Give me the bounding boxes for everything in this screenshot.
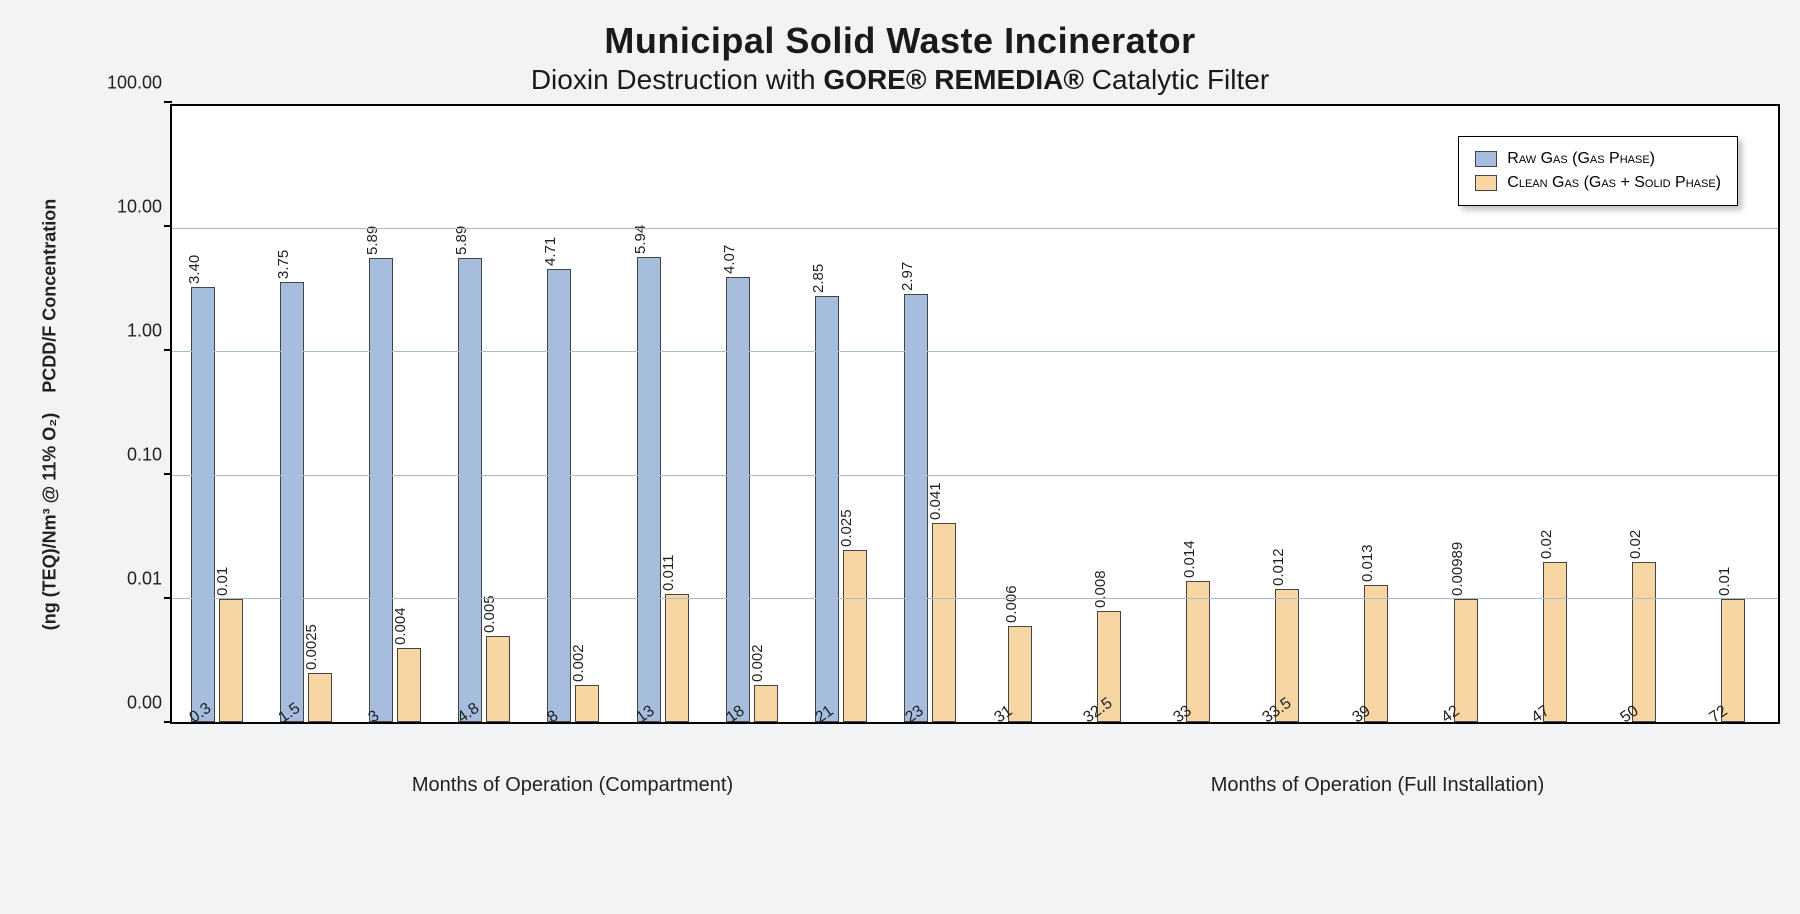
- bar-value-label: 0.01: [214, 567, 231, 600]
- chart-title: Municipal Solid Waste Incinerator: [20, 20, 1780, 62]
- bar-group: 3.40 0.01: [172, 106, 261, 722]
- subtitle-bold: GORE® REMEDIA®: [823, 64, 1084, 95]
- legend-swatch-raw: [1475, 151, 1497, 167]
- bar-value-label: 2.97: [899, 262, 916, 295]
- chart-subtitle: Dioxin Destruction with GORE® REMEDIA® C…: [20, 64, 1780, 96]
- bar-group: 0.014: [1153, 106, 1242, 722]
- plot-area: Raw Gas (Gas Phase) Clean Gas (Gas + Sol…: [170, 104, 1780, 724]
- legend: Raw Gas (Gas Phase) Clean Gas (Gas + Sol…: [1458, 136, 1738, 206]
- legend-item-clean: Clean Gas (Gas + Solid Phase): [1475, 171, 1721, 195]
- bar-value-label: 0.041: [927, 483, 944, 525]
- bar-value-label: 0.005: [481, 595, 498, 637]
- bar-raw: 5.94: [637, 257, 661, 722]
- bar-raw: 3.75: [280, 282, 304, 722]
- y-axis-label: (ng (TEQ)/Nm³ @ 11% O₂) PCDD/F Concentra…: [20, 104, 80, 724]
- bar-group: 2.970.041: [886, 106, 975, 722]
- bar-group: 5.890.005: [440, 106, 529, 722]
- bar-value-label: 0.02: [1627, 530, 1644, 563]
- bar-raw: 4.07: [726, 277, 750, 722]
- gridline: [172, 475, 1778, 476]
- y-axis-ticks: 0.000.010.101.0010.00100.00: [80, 104, 170, 724]
- bar-value-label: 5.94: [632, 225, 649, 258]
- bar-group: 0.006: [975, 106, 1064, 722]
- bar-value-label: 4.71: [542, 237, 559, 270]
- gridline: [172, 228, 1778, 229]
- y-tick-label: 0.10: [127, 445, 162, 466]
- bar-group: 0.008: [1064, 106, 1153, 722]
- bar-group: 5.940.011: [618, 106, 707, 722]
- bar-value-label: 5.89: [453, 225, 470, 258]
- legend-label-raw: Raw Gas (Gas Phase): [1507, 150, 1655, 168]
- bar-value-label: 0.002: [570, 644, 587, 686]
- bar-group: 0.013: [1332, 106, 1421, 722]
- legend-swatch-clean: [1475, 175, 1497, 191]
- bar-value-label: 0.012: [1270, 549, 1287, 591]
- y-tick-label: 10.00: [117, 197, 162, 218]
- chart-body: (ng (TEQ)/Nm³ @ 11% O₂) PCDD/F Concentra…: [20, 104, 1780, 724]
- bar-group: 2.850.025: [797, 106, 886, 722]
- bar-group: 5.890.004: [350, 106, 439, 722]
- subtitle-prefix: Dioxin Destruction with: [531, 64, 824, 95]
- bar-value-label: 3.75: [275, 249, 292, 282]
- bar-value-label: 0.025: [838, 509, 855, 551]
- bar-value-label: 0.02: [1538, 530, 1555, 563]
- y-tick-label: 100.00: [107, 73, 162, 94]
- bar-raw: 2.97: [904, 294, 928, 722]
- gridline: [172, 598, 1778, 599]
- x-axis-section-labels: Months of Operation (Compartment) Months…: [170, 774, 1780, 797]
- subtitle-suffix: Catalytic Filter: [1084, 64, 1269, 95]
- bar-value-label: 2.85: [810, 264, 827, 297]
- y-tick-label: 0.01: [127, 569, 162, 590]
- y-tick-label: 0.00: [127, 693, 162, 714]
- bar-value-label: 0.002: [749, 644, 766, 686]
- bar-value-label: 0.00989: [1449, 542, 1466, 600]
- x-section-label-compartment: Months of Operation (Compartment): [170, 774, 975, 797]
- bar-value-label: 0.01: [1716, 567, 1733, 600]
- y-tick-label: 1.00: [127, 321, 162, 342]
- bar-group: 4.710.002: [529, 106, 618, 722]
- y-axis-label-line1: PCDD/F Concentration: [40, 198, 60, 392]
- bar-group: 0.012: [1243, 106, 1332, 722]
- gridline: [172, 351, 1778, 352]
- legend-item-raw: Raw Gas (Gas Phase): [1475, 147, 1721, 171]
- bar-value-label: 3.40: [186, 255, 203, 288]
- y-axis-label-line2: (ng (TEQ)/Nm³ @ 11% O₂): [40, 412, 60, 630]
- bar-group: 4.070.002: [707, 106, 796, 722]
- x-axis-ticks: 0.31.534.88131821233132.53333.5394247507…: [170, 724, 1780, 756]
- bar-value-label: 0.013: [1359, 544, 1376, 586]
- title-block: Municipal Solid Waste Incinerator Dioxin…: [20, 20, 1780, 96]
- legend-label-clean: Clean Gas (Gas + Solid Phase): [1507, 174, 1721, 192]
- bar-raw: 4.71: [547, 269, 571, 722]
- y-tick-mark: [164, 101, 172, 103]
- bar-value-label: 0.008: [1092, 570, 1109, 612]
- chart-container: Municipal Solid Waste Incinerator Dioxin…: [20, 20, 1780, 890]
- bar-value-label: 0.014: [1181, 540, 1198, 582]
- bar-value-label: 0.0025: [303, 624, 320, 674]
- bar-raw: 5.89: [458, 258, 482, 722]
- bar-value-label: 4.07: [721, 245, 738, 278]
- bar-raw: 2.85: [815, 296, 839, 722]
- bar-value-label: 0.011: [660, 554, 677, 594]
- bar-group: 3.750.0025: [261, 106, 350, 722]
- bar-raw: 5.89: [369, 258, 393, 722]
- bar-value-label: 0.006: [1003, 586, 1020, 628]
- bar-value-label: 0.004: [392, 607, 409, 649]
- bar-value-label: 5.89: [364, 225, 381, 258]
- x-section-label-full: Months of Operation (Full Installation): [975, 774, 1780, 797]
